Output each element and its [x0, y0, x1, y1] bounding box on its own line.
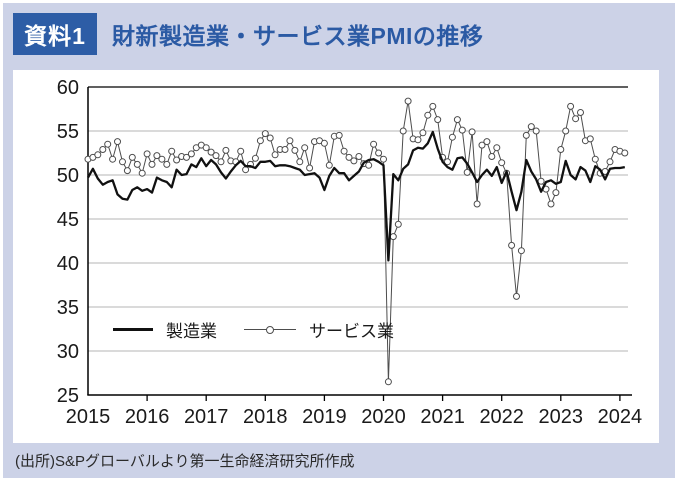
services-line-sample-icon: [244, 326, 296, 334]
figure-title: 財新製造業・サービス業PMIの推移: [112, 23, 484, 49]
svg-text:2017: 2017: [184, 406, 229, 428]
chart-legend: 製造業 サービス業: [113, 317, 394, 342]
svg-text:2018: 2018: [243, 406, 288, 428]
figure-header: 資料1 財新製造業・サービス業PMIの推移: [13, 13, 483, 55]
svg-text:30: 30: [57, 341, 79, 363]
svg-text:2024: 2024: [598, 406, 643, 428]
circle-marker-icon: [266, 326, 274, 334]
svg-text:25: 25: [57, 385, 79, 407]
chart-panel: 25 30 35 40 45 50 55 60 2015 2016 2017 2018 2019 2020…: [13, 70, 659, 443]
svg-text:40: 40: [57, 253, 79, 275]
svg-text:2021: 2021: [420, 406, 465, 428]
svg-text:55: 55: [57, 121, 79, 143]
services-legend-label: サービス業: [309, 322, 394, 341]
source-note: (出所)S&Pグローバルより第一生命経済研究所作成: [15, 453, 355, 470]
svg-text:2019: 2019: [302, 406, 347, 428]
manufacturing-line-sample-icon: [113, 328, 153, 331]
svg-text:60: 60: [57, 77, 79, 99]
svg-text:2023: 2023: [539, 406, 584, 428]
svg-text:2015: 2015: [66, 406, 111, 428]
svg-text:2020: 2020: [361, 406, 406, 428]
figure-badge: 資料1: [13, 13, 97, 55]
svg-text:2022: 2022: [479, 406, 524, 428]
svg-text:50: 50: [57, 165, 79, 187]
pmi-line-chart: 25 30 35 40 45 50 55 60 2015 2016 2017 2018 2019 2020…: [57, 77, 643, 428]
svg-text:35: 35: [57, 297, 79, 319]
manufacturing-legend-label: 製造業: [166, 322, 217, 341]
svg-text:2016: 2016: [125, 406, 170, 428]
svg-text:45: 45: [57, 209, 79, 231]
figure-badge-label: 資料1: [24, 23, 86, 49]
figure-card: 資料1 財新製造業・サービス業PMIの推移 25 30 35 40 45 50 55 60 20…: [3, 3, 675, 478]
